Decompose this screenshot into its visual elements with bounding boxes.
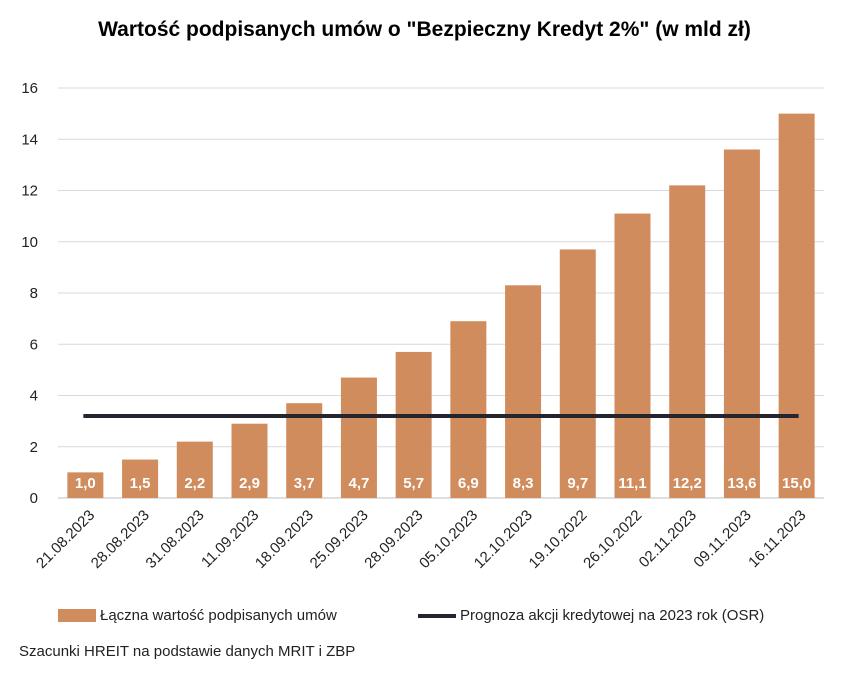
x-tick-label: 05.10.2023 [416, 507, 481, 572]
y-tick-label: 14 [21, 131, 38, 148]
bar [669, 185, 706, 498]
bar-data-label: 1,5 [130, 475, 151, 492]
bar [340, 377, 377, 498]
x-tick-label: 31.08.2023 [143, 507, 208, 572]
bar-data-label: 15,0 [782, 475, 811, 492]
x-tick-label: 02.11.2023 [636, 507, 700, 571]
y-tick-label: 12 [21, 183, 38, 200]
legend-label-line: Prognoza akcji kredytowej na 2023 rok (O… [460, 607, 765, 624]
y-tick-label: 0 [30, 490, 38, 507]
bar-chart: 0 2 4 6 8 10 12 14 16 1,0 21.08.2023 1,5 28.08.2023 2… [21, 80, 824, 572]
y-tick-label: 16 [21, 80, 38, 97]
x-tick-label: 26.10.2022 [580, 507, 645, 572]
x-tick-label: 09.11.2023 [690, 507, 754, 571]
legend-item-line: Prognoza akcji kredytowej na 2023 rok (O… [418, 607, 764, 624]
x-tick-label: 12.10.2023 [471, 507, 536, 572]
x-tick-label: 21.08.2023 [33, 507, 98, 572]
bar-data-label: 3,7 [294, 475, 315, 492]
x-tick-label: 28.08.2023 [88, 507, 153, 572]
x-tick-label: 25.09.2023 [307, 507, 372, 572]
bar-data-label: 2,2 [184, 475, 205, 492]
legend-item-bars: Łączna wartość podpisanych umów [58, 607, 337, 624]
bar [505, 285, 542, 498]
bar-data-label: 11,1 [618, 475, 646, 492]
bar-data-label: 12,2 [673, 475, 702, 492]
legend-label-bars: Łączna wartość podpisanych umów [100, 607, 337, 624]
x-tick-label: 16.11.2023 [745, 507, 809, 571]
source-note: Szacunki HREIT na podstawie danych MRIT … [19, 643, 356, 660]
bar-data-label: 6,9 [458, 475, 479, 492]
bar [395, 351, 432, 498]
legend-swatch-line [418, 613, 456, 618]
bar [723, 149, 760, 498]
chart-title: Wartość podpisanych umów o "Bezpieczny K… [98, 18, 751, 41]
bar [286, 403, 323, 498]
bar [67, 472, 104, 498]
x-tick-label: 19.10.2022 [526, 507, 591, 572]
bar-data-label: 9,7 [567, 475, 588, 492]
x-tick-label: 18.09.2023 [252, 507, 317, 572]
bar [778, 113, 815, 498]
bar [614, 213, 651, 498]
bar-data-label: 4,7 [348, 475, 369, 492]
legend-swatch-bars [58, 609, 96, 622]
bar [231, 423, 268, 498]
y-tick-label: 8 [30, 285, 38, 302]
bar [122, 459, 159, 498]
bar-data-label: 2,9 [239, 475, 260, 492]
y-tick-label: 2 [30, 439, 38, 456]
y-tick-label: 10 [21, 234, 38, 251]
bar [176, 441, 213, 498]
y-tick-label: 6 [30, 336, 38, 353]
bar-data-label: 13,6 [727, 475, 756, 492]
bar-data-label: 5,7 [403, 475, 424, 492]
bar-data-label: 8,3 [513, 475, 534, 492]
y-tick-label: 4 [30, 388, 38, 405]
bar [559, 249, 596, 498]
bar [450, 321, 487, 498]
x-tick-label: 28.09.2023 [361, 507, 426, 572]
bar-data-label: 1,0 [75, 475, 96, 492]
